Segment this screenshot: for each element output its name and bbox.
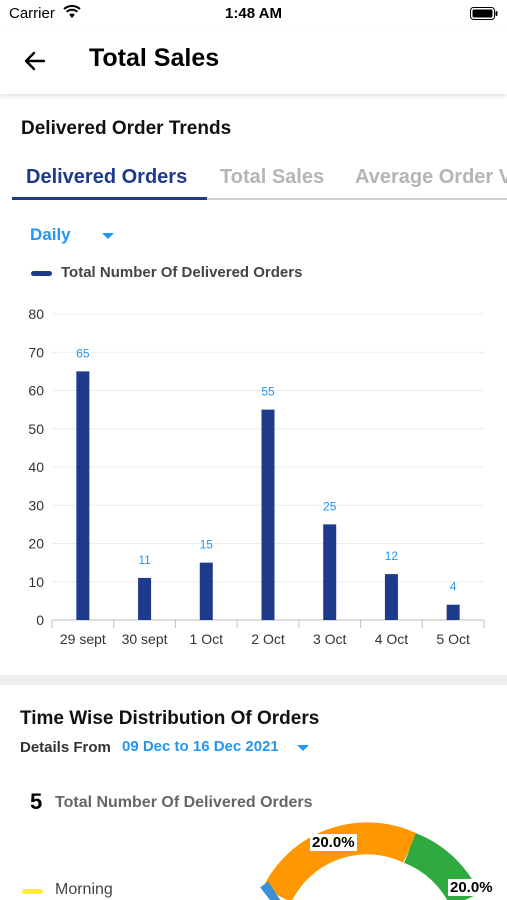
x-tick-label: 30 sept xyxy=(122,631,168,647)
x-tick-label: 29 sept xyxy=(60,631,106,647)
y-tick-label: 80 xyxy=(28,306,44,322)
bar xyxy=(384,574,398,620)
bar-value-label: 15 xyxy=(200,538,214,552)
donut-slice-blue xyxy=(260,881,281,900)
x-tick-label: 4 Oct xyxy=(375,631,409,647)
date-range-selector[interactable]: 09 Dec to 16 Dec 2021 xyxy=(122,738,279,755)
y-tick-label: 50 xyxy=(28,421,44,437)
y-tick-label: 70 xyxy=(28,344,44,360)
caret-down-icon xyxy=(102,233,114,239)
distribution-section-title: Time Wise Distribution Of Orders xyxy=(20,708,320,729)
bar xyxy=(138,577,152,620)
legend-swatch xyxy=(31,271,52,276)
y-tick-label: 10 xyxy=(28,574,44,590)
wifi-icon xyxy=(63,5,81,18)
status-time: 1:48 AM xyxy=(225,5,282,22)
bar xyxy=(76,371,90,620)
period-dropdown-label: Daily xyxy=(30,225,71,244)
y-tick-label: 0 xyxy=(36,612,44,628)
delivered-orders-bar-chart: 0 10 20 30 40 50 60 70 80 65 29 sept 11 30 sept 15 1 O… xyxy=(28,306,485,647)
status-bar: Carrier 1:48 AM xyxy=(0,0,507,30)
trends-section-title: Delivered Order Trends xyxy=(21,118,232,139)
x-tick-label: 1 Oct xyxy=(190,631,224,647)
x-tick-label: 5 Oct xyxy=(436,631,470,647)
legend-label-morning: Morning xyxy=(55,881,113,898)
y-tick-label: 20 xyxy=(28,536,44,552)
arrow-left-icon[interactable] xyxy=(22,48,48,74)
x-tick-label: 2 Oct xyxy=(251,631,285,647)
tab-delivered-orders[interactable]: Delivered Orders xyxy=(26,166,188,188)
total-orders-count: 5 xyxy=(30,789,43,814)
legend-label: Total Number Of Delivered Orders xyxy=(61,264,303,281)
battery-icon xyxy=(470,7,498,20)
bar-value-label: 12 xyxy=(385,549,399,563)
page-title: Total Sales xyxy=(89,44,220,72)
bar xyxy=(199,562,213,620)
tab-total-sales[interactable]: Total Sales xyxy=(220,166,325,188)
bar-value-label: 65 xyxy=(76,346,90,360)
y-tick-label: 40 xyxy=(28,459,44,475)
donut-slice-label: 20.0% xyxy=(310,834,357,851)
trend-tabs: Delivered Orders Total Sales Average Ord… xyxy=(12,162,507,200)
legend-swatch-morning xyxy=(22,889,43,894)
tab-average-order-value[interactable]: Average Order V xyxy=(355,166,507,188)
donut-slice-label: 20.0% xyxy=(448,879,495,896)
active-tab-indicator xyxy=(12,197,207,200)
bar xyxy=(446,604,460,620)
bar xyxy=(261,409,275,620)
bar-value-label: 4 xyxy=(450,580,457,594)
bar-value-label: 11 xyxy=(138,553,151,567)
total-orders-label: Total Number Of Delivered Orders xyxy=(55,794,313,811)
app-header: Total Sales xyxy=(0,30,507,94)
carrier-label: Carrier xyxy=(9,5,55,22)
bar xyxy=(323,524,337,620)
bar-value-label: 55 xyxy=(261,385,275,399)
caret-down-icon[interactable] xyxy=(297,745,309,751)
x-tick-label: 3 Oct xyxy=(313,631,347,647)
details-from-label: Details From xyxy=(20,739,111,756)
section-divider xyxy=(0,675,507,685)
bar-value-label: 25 xyxy=(323,499,337,513)
y-tick-label: 30 xyxy=(28,497,44,513)
period-dropdown[interactable]: Daily xyxy=(30,225,120,249)
y-tick-label: 60 xyxy=(28,383,44,399)
